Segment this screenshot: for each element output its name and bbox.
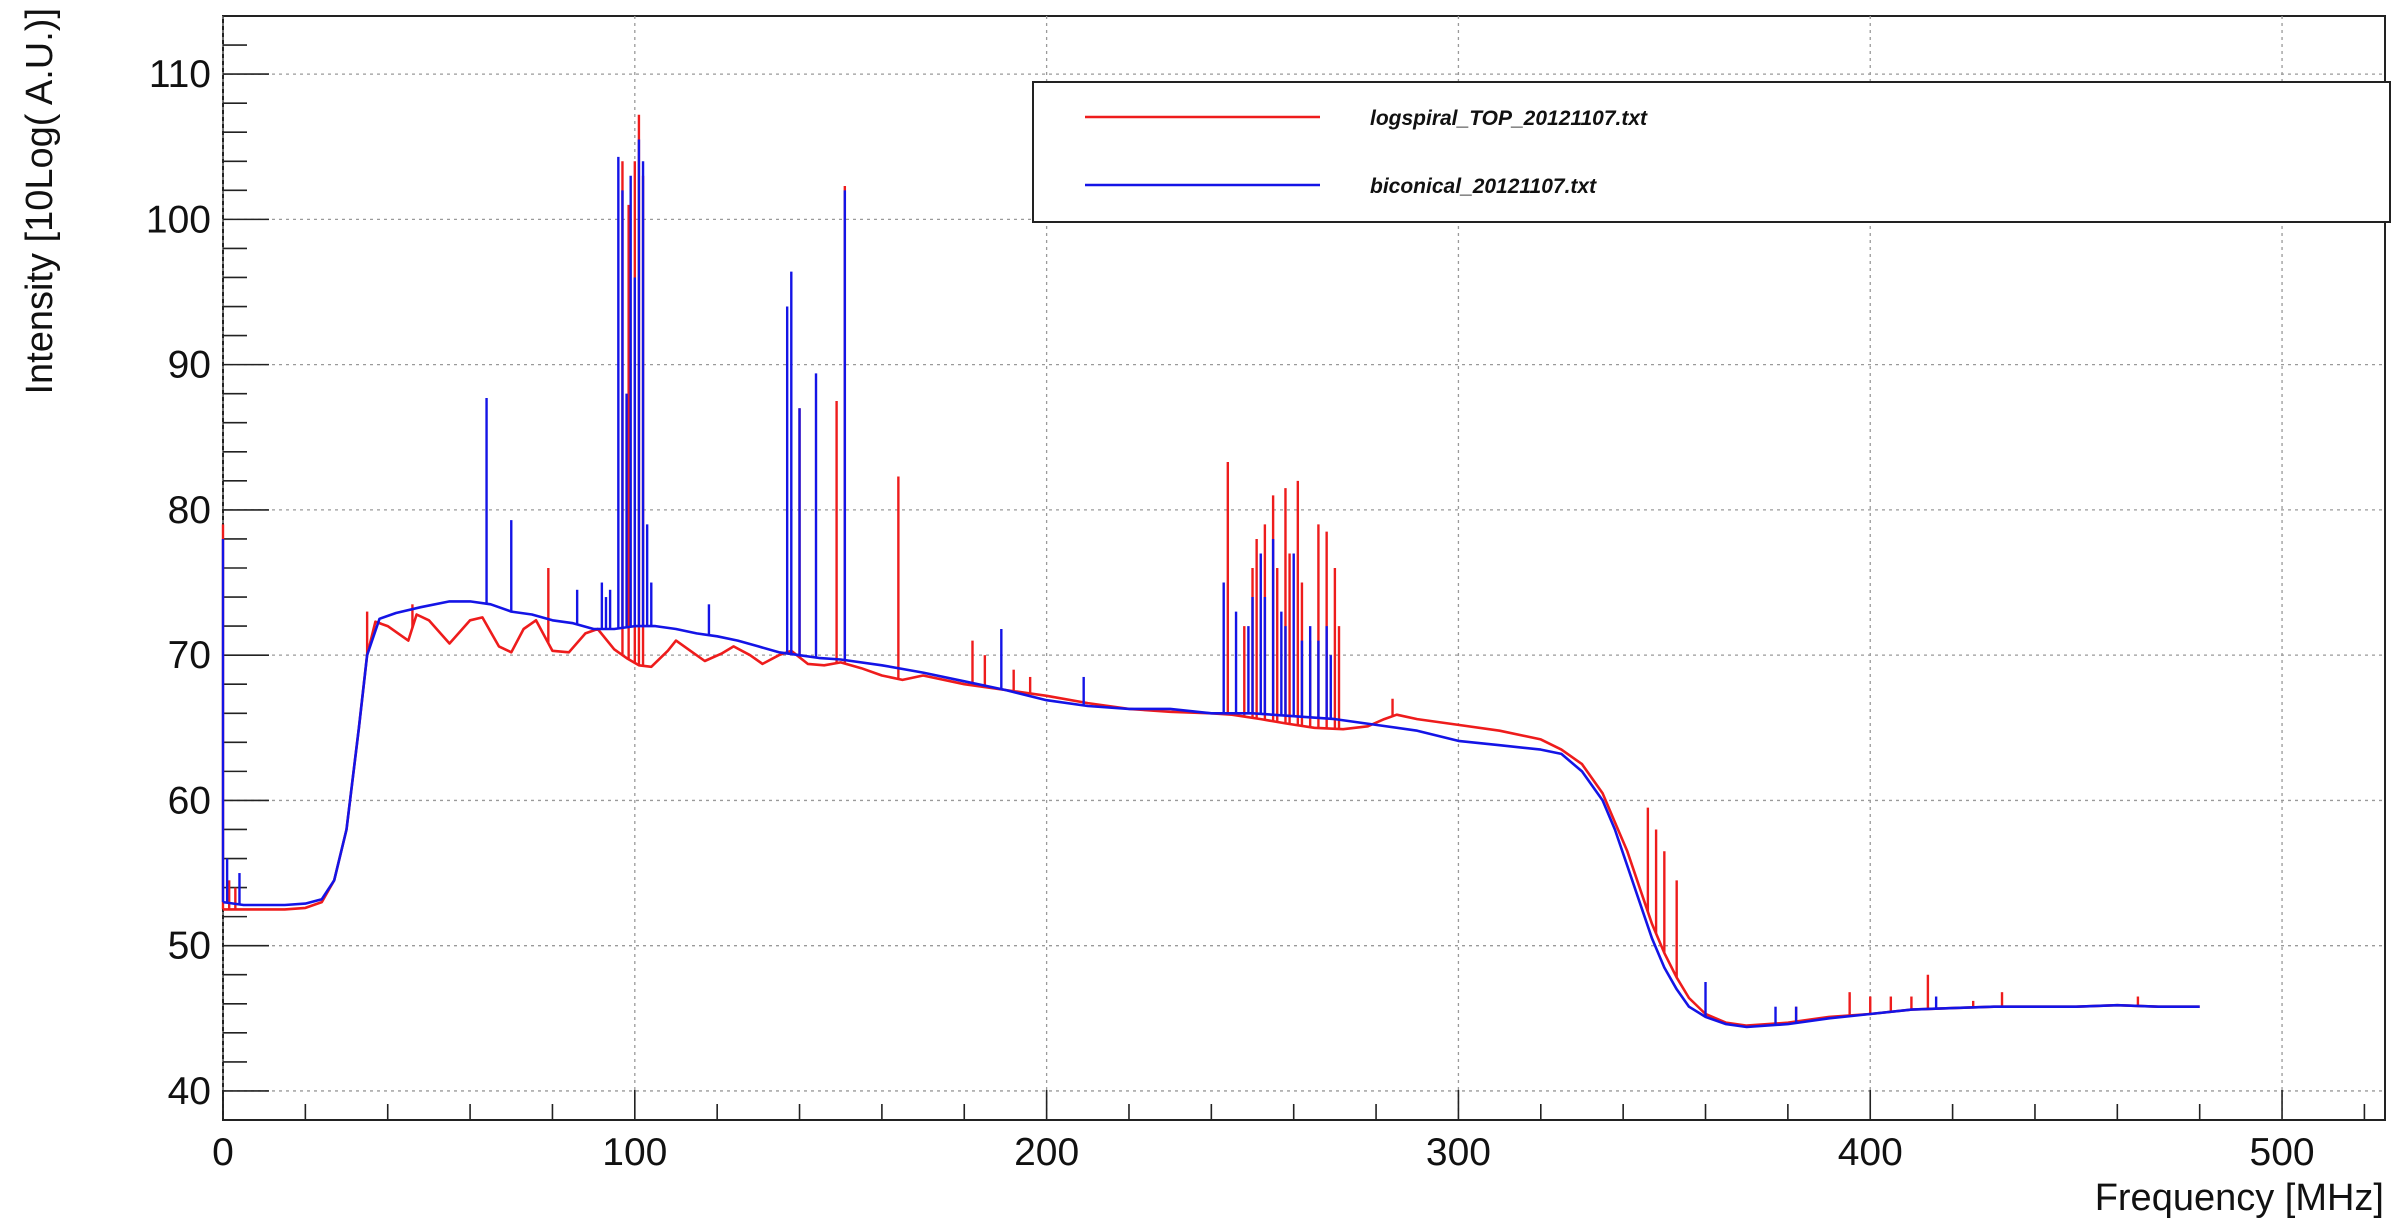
- y-tick-label: 70: [168, 634, 211, 677]
- x-tick-label: 200: [1014, 1131, 1079, 1174]
- x-tick-label: 500: [2250, 1131, 2315, 1174]
- series-line-logspiral: [223, 613, 2200, 1027]
- y-tick-label: 90: [168, 344, 211, 387]
- legend: logspiral_TOP_20121107.txt biconical_201…: [1032, 81, 2391, 223]
- x-tick-label: 400: [1838, 1131, 1903, 1174]
- series-line-biconical: [222, 600, 2200, 1029]
- legend-label-biconical: biconical_20121107.txt: [1370, 175, 1597, 198]
- x-tick-label: 0: [212, 1131, 234, 1174]
- legend-label-logspiral: logspiral_TOP_20121107.txt: [1370, 107, 1648, 130]
- y-tick-label: 110: [149, 53, 211, 96]
- x-tick-label: 300: [1426, 1131, 1491, 1174]
- series-layer: [221, 114, 2200, 1029]
- x-axis-title: Frequency [MHz]: [2095, 1177, 2384, 1219]
- legend-box: [1032, 81, 2391, 223]
- y-tick-label: 40: [168, 1070, 211, 1113]
- y-tick-label: 80: [168, 489, 211, 532]
- y-tick-label: 60: [168, 779, 211, 822]
- y-tick-label: 50: [168, 925, 211, 968]
- y-tick-label: 100: [146, 198, 211, 241]
- x-tick-label: 100: [602, 1131, 667, 1174]
- y-axis-title: Intensity [10Log( A.U.)]: [19, 8, 61, 395]
